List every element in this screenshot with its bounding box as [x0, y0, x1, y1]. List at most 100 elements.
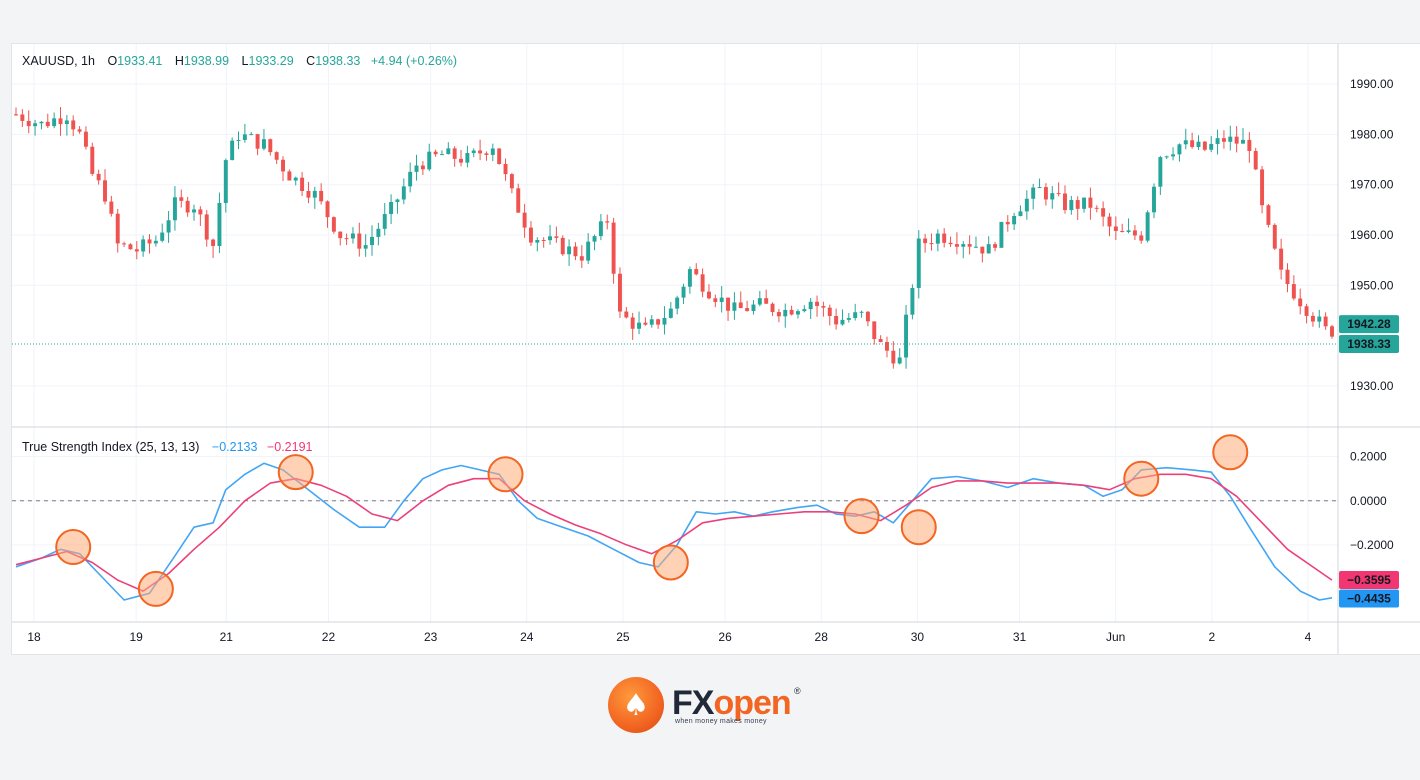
candle-body — [1164, 156, 1169, 158]
tsi-tick-label: 0.0000 — [1350, 494, 1387, 508]
candle-body — [363, 245, 368, 249]
candle-body — [770, 303, 775, 313]
close-value: 1938.33 — [315, 54, 360, 68]
candle-body — [389, 201, 394, 215]
candle-body — [103, 180, 107, 202]
candle-body — [675, 297, 680, 309]
candle-body — [414, 165, 419, 172]
candle-body — [503, 163, 508, 175]
candle-body — [535, 240, 540, 243]
candle-body — [1298, 298, 1303, 307]
candle-body — [401, 186, 406, 200]
candle-body — [1132, 230, 1137, 236]
candle-body — [198, 209, 203, 215]
candle-body — [713, 298, 718, 302]
candle-body — [147, 239, 152, 244]
candle-body — [128, 244, 133, 250]
signal-value: −0.2191 — [267, 440, 313, 454]
candle-body — [706, 291, 711, 299]
candle-body — [617, 273, 622, 312]
candle-body — [331, 217, 336, 232]
candle-body — [1221, 138, 1226, 142]
candle-body — [261, 139, 266, 149]
open-value: 1933.41 — [117, 54, 162, 68]
tsi-line — [15, 462, 1333, 601]
candle-body — [14, 114, 18, 116]
candle-body — [20, 114, 25, 121]
candle-body — [1272, 224, 1277, 249]
candle-body — [974, 246, 978, 248]
candle-body — [344, 238, 349, 240]
candle-body — [1209, 143, 1214, 150]
candle-body — [382, 214, 387, 229]
candle-body — [109, 201, 114, 214]
candle-body — [1075, 200, 1080, 209]
candle-body — [1247, 139, 1252, 151]
candle-body — [560, 237, 565, 255]
candle-body — [217, 203, 222, 247]
tsi-value-text: −0.4435 — [1347, 592, 1391, 606]
crossover-highlight — [652, 544, 689, 581]
crossover-highlight — [487, 456, 524, 493]
candle-body — [172, 197, 177, 221]
candle-body — [522, 212, 527, 228]
candle-body — [211, 239, 216, 247]
candle-body — [420, 165, 425, 170]
candle-body — [1330, 326, 1334, 337]
candle-body — [567, 246, 572, 255]
time-tick-label: 28 — [815, 630, 829, 644]
candle-body — [694, 269, 699, 275]
candle-body — [439, 154, 444, 156]
logo-tagline: when money makes money — [675, 717, 767, 725]
candle-body — [1069, 200, 1074, 211]
candle-body — [738, 302, 743, 309]
candle-body — [878, 339, 883, 343]
logo-text: FXopen when money makes money ® — [672, 686, 801, 725]
candle-body — [71, 120, 76, 130]
candle-body — [726, 297, 731, 311]
svg-text:XAUUSD, 1h O1933.41: XAUUSD, 1h O1933.41 H1938.99 L1933.29 C1… — [22, 54, 457, 68]
time-tick-label: 22 — [322, 630, 336, 644]
time-tick-label: 19 — [130, 630, 144, 644]
registered-mark: ® — [794, 685, 801, 696]
candle-body — [1120, 230, 1125, 232]
candle-body — [1260, 169, 1265, 206]
tsi-pane — [12, 434, 1338, 607]
candle-body — [859, 311, 864, 313]
candle-body — [395, 199, 400, 202]
candle-body — [1177, 144, 1182, 155]
candle-body — [961, 244, 966, 247]
candle-body — [376, 228, 381, 237]
candle-body — [1043, 187, 1048, 200]
candle-body — [923, 238, 928, 244]
candle-body — [268, 139, 273, 153]
candle-body — [1018, 211, 1023, 216]
candle-body — [1310, 315, 1315, 322]
candle-body — [649, 319, 654, 325]
candle-body — [478, 150, 483, 154]
candle-body — [370, 236, 374, 246]
candle-body — [1304, 306, 1309, 316]
price-tick-label: 1970.00 — [1350, 178, 1394, 192]
price-label-text: 1942.28 — [1347, 317, 1391, 331]
candle-body — [90, 146, 95, 174]
candle-body — [929, 243, 934, 245]
candle-body — [446, 148, 451, 155]
candle-body — [1145, 212, 1150, 241]
crossover-highlight — [1212, 434, 1249, 471]
candle-body — [1050, 193, 1055, 200]
candle-body — [573, 246, 578, 257]
candle-body — [732, 302, 737, 311]
candle-body — [1094, 207, 1099, 209]
tsi-value-text: −0.3595 — [1347, 573, 1391, 587]
candle-body — [1285, 269, 1290, 285]
candle-body — [1215, 138, 1220, 144]
candle-body — [26, 120, 31, 127]
candle-body — [1241, 139, 1245, 144]
candle-body — [986, 244, 991, 254]
candle-body — [1190, 140, 1195, 147]
candle-body — [204, 214, 209, 240]
price-label-badge — [1339, 315, 1399, 334]
time-tick-label: 24 — [520, 630, 534, 644]
candle-body — [83, 131, 88, 147]
